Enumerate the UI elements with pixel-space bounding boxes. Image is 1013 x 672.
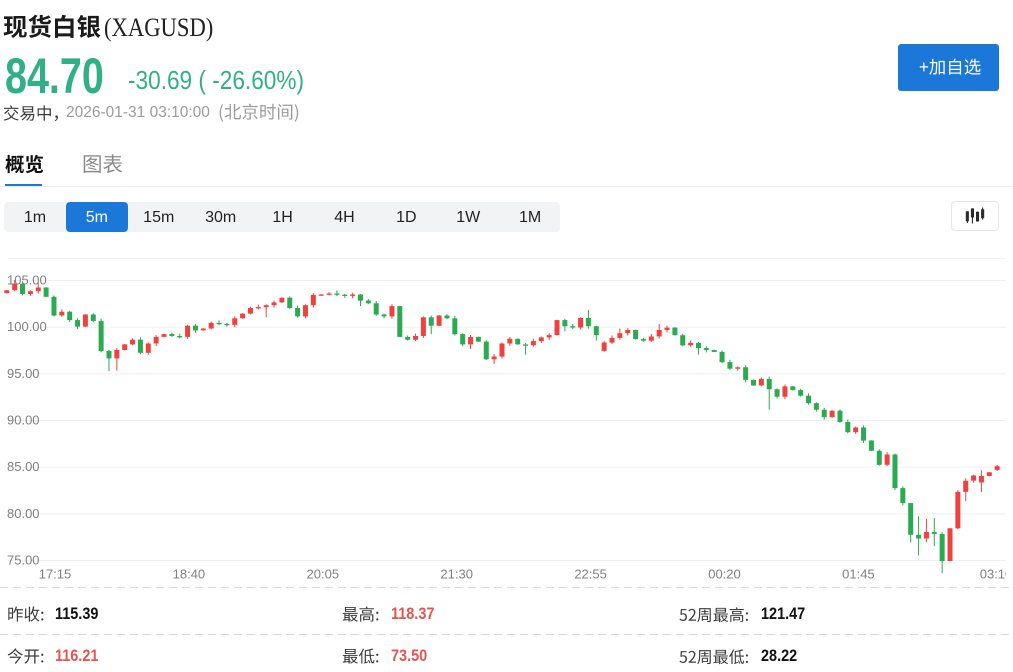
svg-text:105.00: 105.00 — [7, 273, 47, 288]
svg-text:20:05: 20:05 — [307, 567, 340, 582]
svg-text:01:45: 01:45 — [842, 567, 875, 582]
svg-text:22:55: 22:55 — [574, 567, 607, 582]
svg-text:03:10: 03:10 — [980, 567, 1006, 582]
svg-text:18:40: 18:40 — [173, 567, 206, 582]
svg-text:85.00: 85.00 — [7, 459, 40, 474]
svg-text:75.00: 75.00 — [7, 553, 40, 568]
svg-text:17:15: 17:15 — [39, 567, 72, 582]
svg-text:00:20: 00:20 — [708, 567, 741, 582]
svg-text:100.00: 100.00 — [7, 319, 47, 334]
svg-text:21:30: 21:30 — [440, 567, 473, 582]
svg-text:90.00: 90.00 — [7, 413, 40, 428]
svg-text:80.00: 80.00 — [7, 506, 40, 521]
svg-text:95.00: 95.00 — [7, 366, 40, 381]
